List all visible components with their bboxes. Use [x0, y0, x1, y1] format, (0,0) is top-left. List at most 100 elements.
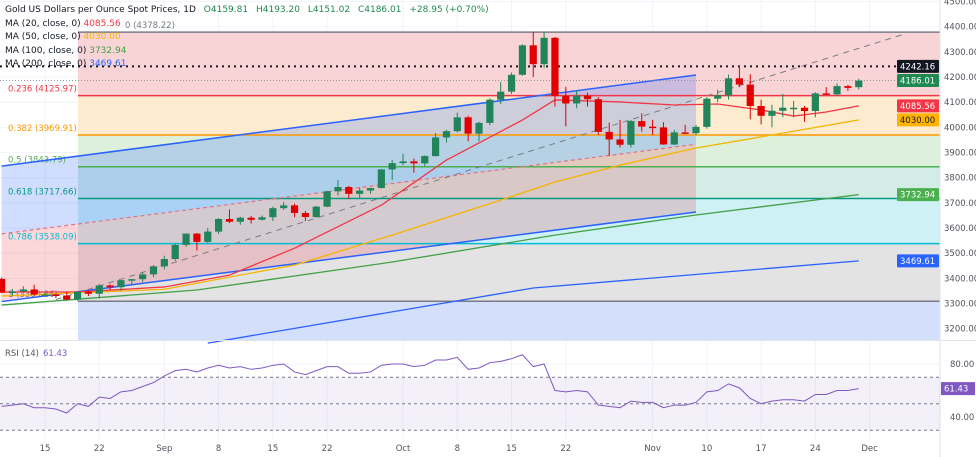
candle[interactable]: [225, 209, 234, 224]
candle[interactable]: [410, 158, 418, 173]
candle[interactable]: [583, 92, 592, 107]
candle[interactable]: [0, 277, 6, 294]
price-axis-tick: 3800.00: [944, 174, 976, 184]
candle[interactable]: [301, 210, 309, 222]
candle[interactable]: [790, 100, 798, 118]
candle[interactable]: [95, 283, 103, 299]
candle-body: [312, 206, 320, 217]
candle[interactable]: [681, 124, 689, 134]
candle-body: [269, 208, 277, 218]
candle[interactable]: [323, 190, 331, 208]
candle[interactable]: [833, 83, 841, 96]
candle[interactable]: [562, 86, 570, 127]
ma-line[interactable]: [207, 260, 859, 344]
rsi-line[interactable]: [1, 354, 859, 414]
candle[interactable]: [486, 98, 494, 126]
candle[interactable]: [714, 89, 722, 103]
candle[interactable]: [735, 65, 743, 88]
candle[interactable]: [605, 122, 613, 157]
candle[interactable]: [540, 31, 548, 68]
candle[interactable]: [475, 121, 483, 142]
candle[interactable]: [518, 44, 526, 76]
candle[interactable]: [703, 97, 711, 129]
candle[interactable]: [497, 82, 505, 104]
candle[interactable]: [63, 292, 71, 301]
channel-upper-line[interactable]: [1, 74, 697, 167]
candle[interactable]: [724, 74, 733, 100]
candle[interactable]: [453, 112, 461, 133]
candle[interactable]: [594, 97, 602, 135]
candle[interactable]: [312, 205, 320, 218]
ma50-legend[interactable]: MA (50, close, 0) 4030.00: [5, 31, 489, 45]
candle-body: [410, 161, 418, 164]
candle[interactable]: [73, 290, 82, 301]
candle[interactable]: [236, 216, 244, 225]
candle[interactable]: [204, 228, 212, 244]
ma-line[interactable]: [1, 119, 859, 297]
candle[interactable]: [193, 233, 201, 251]
candle[interactable]: [377, 169, 385, 189]
candle[interactable]: [421, 155, 429, 167]
candle[interactable]: [117, 279, 125, 291]
candle[interactable]: [757, 99, 765, 125]
price-tag: 4030.00: [897, 113, 939, 127]
candle[interactable]: [822, 87, 830, 95]
candle[interactable]: [573, 90, 581, 109]
candle[interactable]: [290, 203, 299, 218]
candle[interactable]: [551, 37, 559, 107]
candle[interactable]: [844, 84, 852, 91]
candle[interactable]: [659, 122, 668, 145]
candle[interactable]: [616, 119, 624, 148]
candle[interactable]: [855, 78, 863, 90]
candle[interactable]: [334, 179, 342, 196]
candle[interactable]: [19, 286, 27, 293]
candle[interactable]: [84, 290, 92, 297]
candle[interactable]: [779, 93, 787, 118]
candle[interactable]: [692, 124, 700, 135]
symbol-title[interactable]: Gold US Dollars per Ounce Spot Prices, 1…: [5, 5, 196, 15]
candle[interactable]: [432, 133, 440, 157]
candle[interactable]: [52, 293, 60, 299]
candle[interactable]: [139, 272, 147, 282]
candle[interactable]: [182, 233, 190, 247]
candle[interactable]: [638, 113, 646, 132]
candle[interactable]: [280, 202, 288, 210]
rsi-legend[interactable]: RSI (14) 61.43: [5, 349, 67, 359]
candle[interactable]: [670, 129, 678, 145]
ma200-legend[interactable]: MA (200, close, 0) 3469.61: [5, 58, 489, 72]
candle[interactable]: [811, 92, 819, 118]
candle[interactable]: [507, 72, 516, 94]
candle[interactable]: [366, 187, 375, 194]
candle[interactable]: [356, 187, 364, 198]
candle[interactable]: [388, 159, 396, 180]
ma-line[interactable]: [1, 193, 859, 306]
candle[interactable]: [800, 105, 809, 122]
candle[interactable]: [529, 31, 537, 78]
candle[interactable]: [171, 243, 179, 261]
ma20-legend[interactable]: MA (20, close, 0) 4085.56: [5, 18, 489, 32]
channel-lower-line[interactable]: [1, 211, 697, 303]
candle[interactable]: [464, 115, 472, 142]
candle[interactable]: [399, 153, 407, 166]
candle[interactable]: [160, 255, 168, 270]
candle[interactable]: [269, 206, 277, 222]
dashed-trendline[interactable]: [55, 34, 903, 301]
candle[interactable]: [345, 185, 353, 199]
ma100-legend[interactable]: MA (100, close, 0) 3732.94: [5, 45, 489, 59]
candle[interactable]: [627, 119, 635, 148]
candle[interactable]: [128, 278, 136, 286]
candle[interactable]: [215, 217, 223, 234]
candle[interactable]: [768, 104, 776, 128]
candle[interactable]: [8, 288, 17, 296]
ma-line[interactable]: [1, 99, 859, 293]
candle[interactable]: [746, 74, 754, 120]
candle[interactable]: [106, 284, 114, 290]
candle[interactable]: [41, 292, 49, 297]
candle[interactable]: [442, 129, 451, 143]
candle[interactable]: [30, 284, 38, 296]
candle[interactable]: [258, 215, 266, 221]
candle[interactable]: [247, 215, 255, 224]
candle[interactable]: [649, 119, 657, 135]
candle[interactable]: [149, 265, 158, 278]
